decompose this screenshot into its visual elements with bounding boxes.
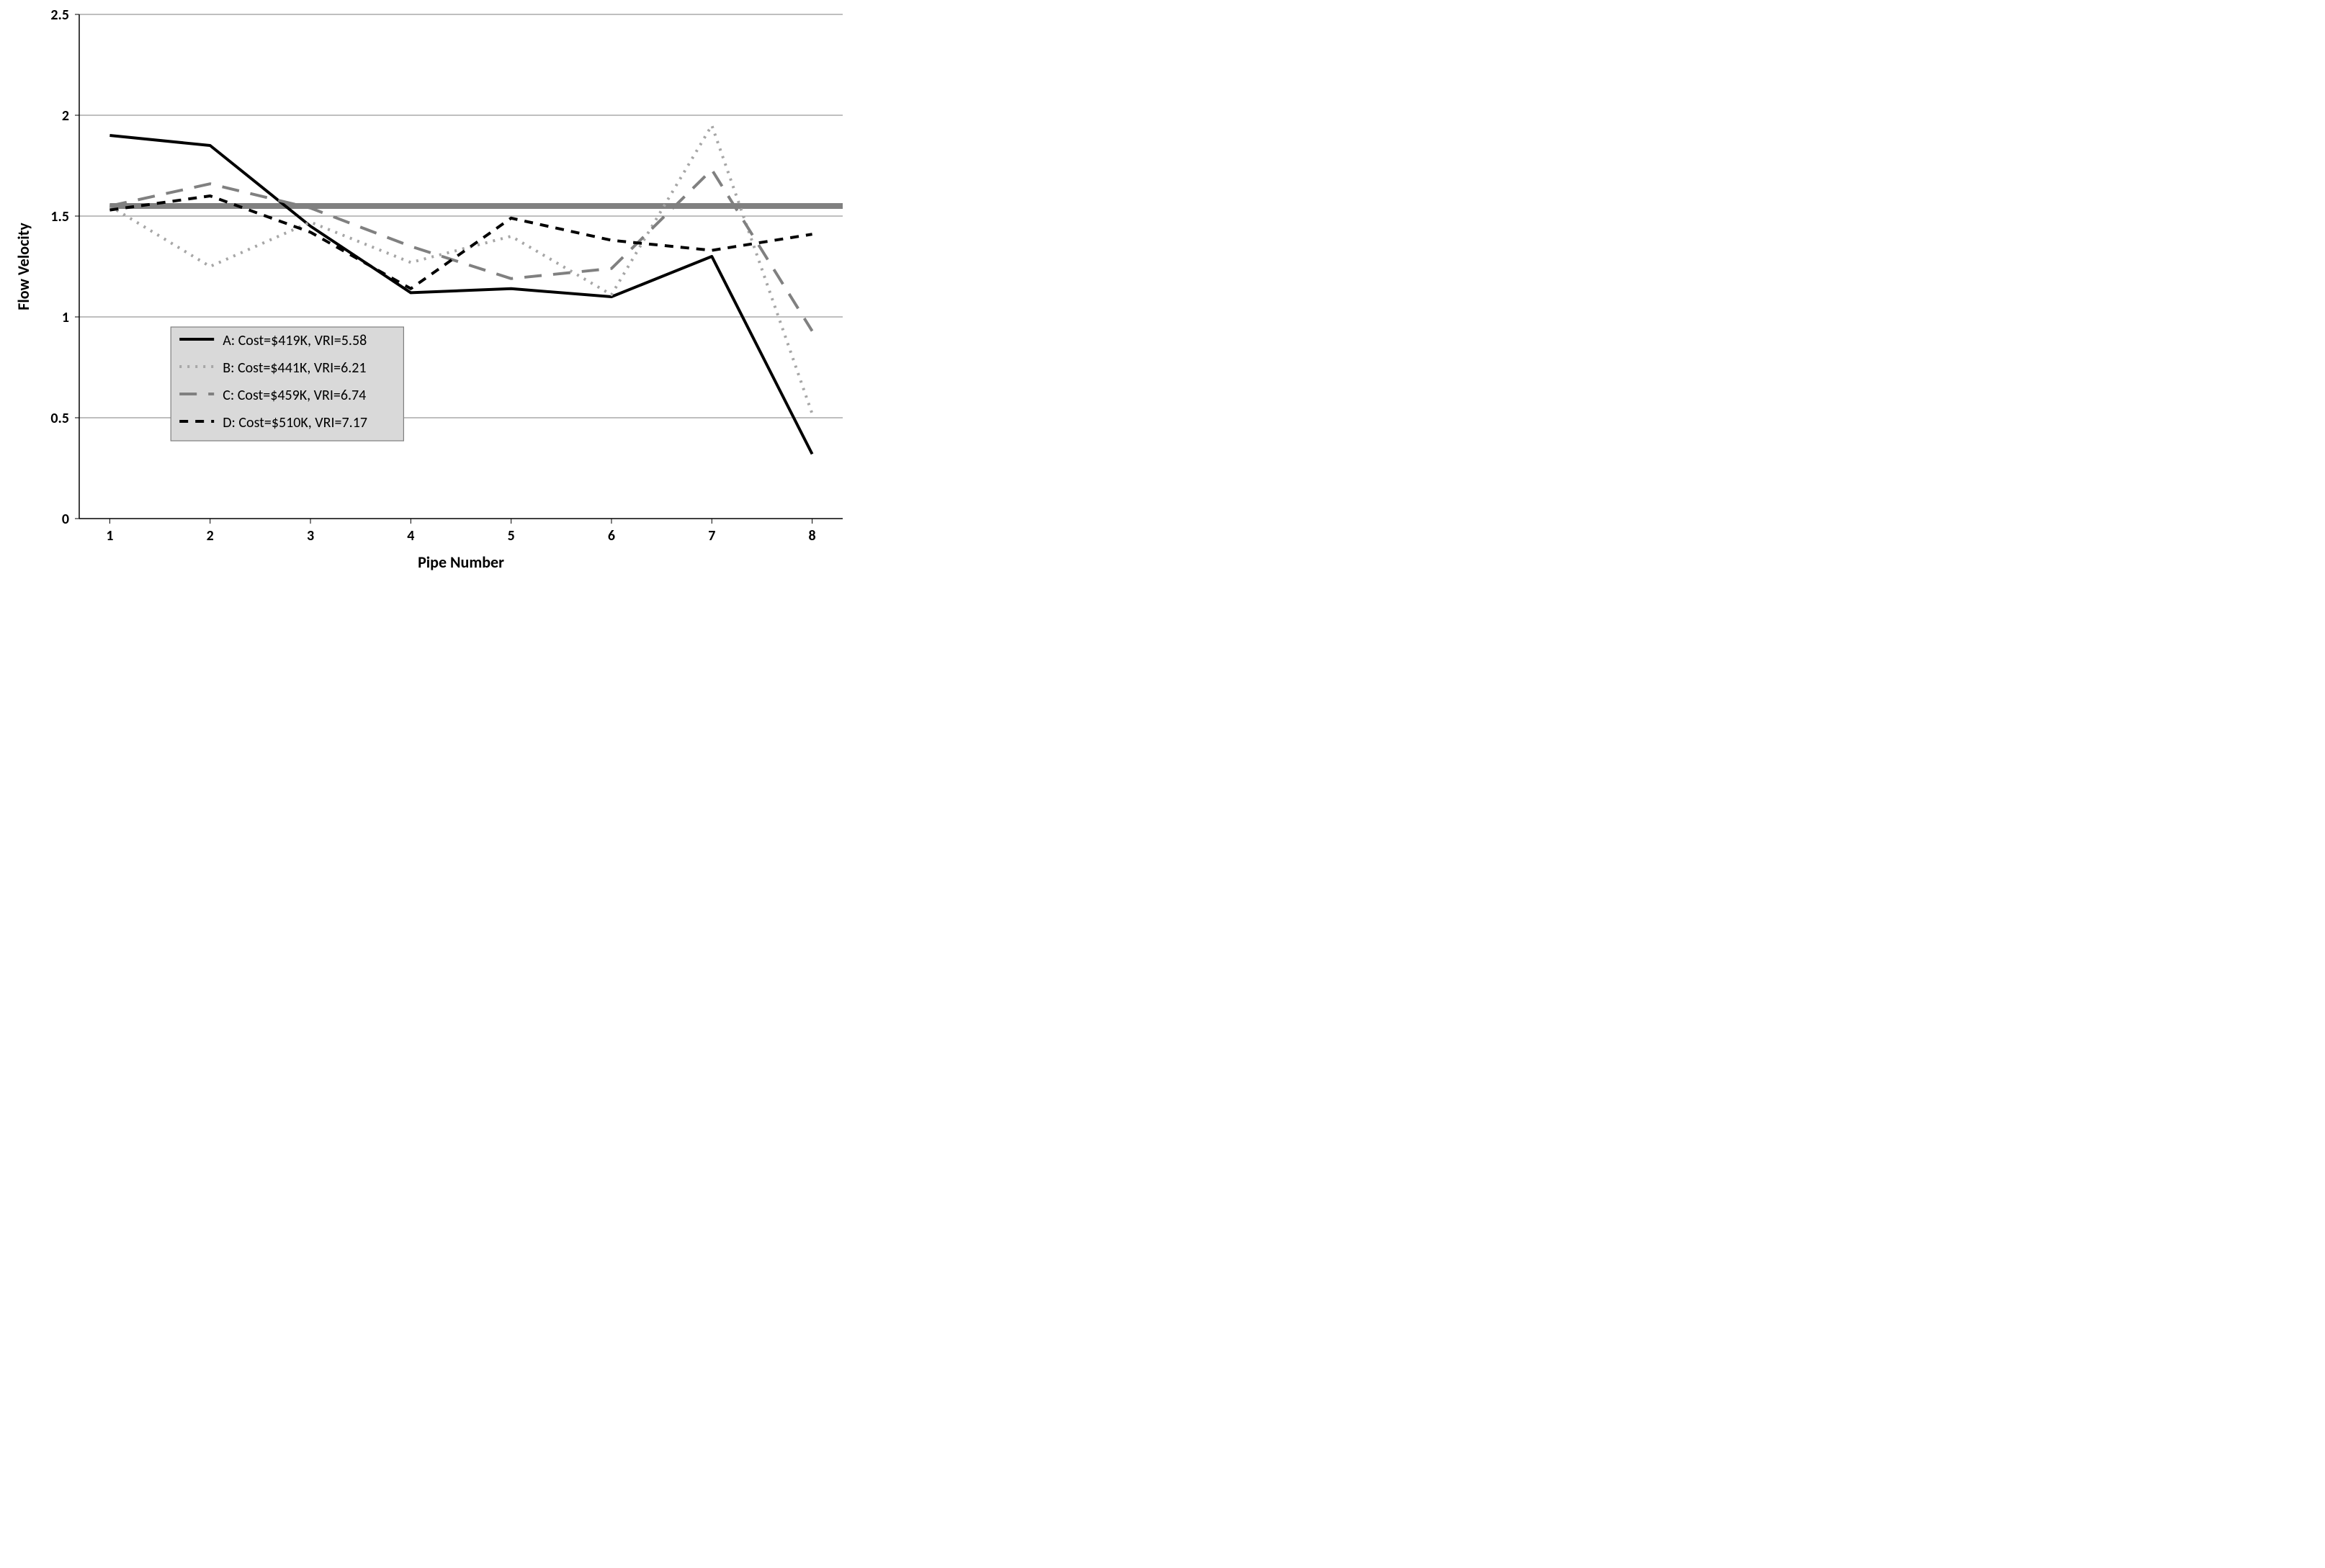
line-chart: 0 0.5 1 1.5 2 2.5 1 2 3 4 5 6 7 8 Flow Velocity Pipe Nu… <box>0 0 864 583</box>
x-tick-label: 5 <box>508 527 515 545</box>
legend-label-B: B: Cost=$441K, VRI=6.21 <box>223 359 366 377</box>
y-tick-label: 2 <box>62 107 69 125</box>
y-tick-label: 0.5 <box>50 410 69 427</box>
x-tick-label: 2 <box>207 527 214 545</box>
legend-label-D: D: Cost=$510K, VRI=7.17 <box>223 414 367 431</box>
y-tick-label: 1 <box>62 309 69 326</box>
legend-label-C: C: Cost=$459K, VRI=6.74 <box>223 387 366 404</box>
legend: A: Cost=$419K, VRI=5.58 B: Cost=$441K, VR… <box>171 327 403 441</box>
x-tick-label: 3 <box>307 527 314 545</box>
x-tick-label: 4 <box>407 527 414 545</box>
x-tick-label: 1 <box>106 527 113 545</box>
chart-container: 0 0.5 1 1.5 2 2.5 1 2 3 4 5 6 7 8 Flow Velocity Pipe Nu… <box>0 0 864 583</box>
x-tick-label: 7 <box>708 527 715 545</box>
x-axis-label: Pipe Number <box>418 552 504 572</box>
y-tick-label: 2.5 <box>50 6 69 24</box>
x-tick-label: 6 <box>608 527 615 545</box>
y-tick-label: 1.5 <box>50 208 69 225</box>
y-tick-label: 0 <box>62 511 69 528</box>
legend-label-A: A: Cost=$419K, VRI=5.58 <box>223 332 367 349</box>
y-axis-label: Flow Velocity <box>14 223 33 310</box>
x-tick-label: 8 <box>809 527 816 545</box>
